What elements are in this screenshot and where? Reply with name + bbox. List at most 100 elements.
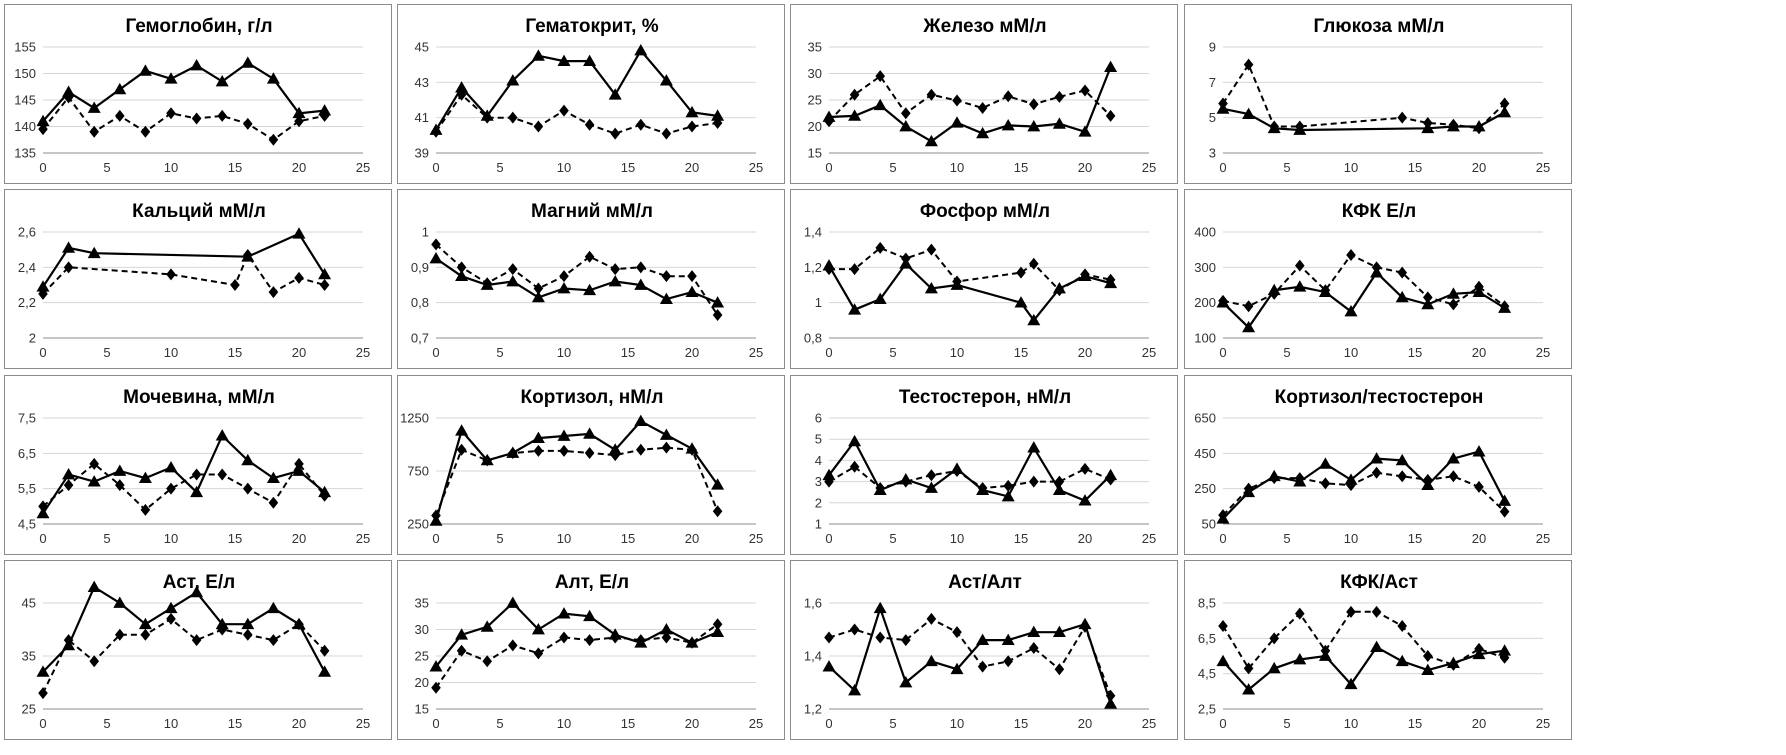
y-tick-label: 1250 [400,411,429,426]
data-point-diamond [166,107,176,120]
data-point-diamond [1371,466,1382,479]
data-point-triangle [950,662,964,675]
chart-panel: Аст, Е/л 25 35 45 0 5 10 15 20 25 [4,560,392,740]
x-tick-label: 5 [889,345,896,360]
x-tick-label: 15 [1014,345,1028,360]
data-point-triangle [1104,276,1118,289]
x-tick-label: 15 [1408,160,1422,175]
series-line-dashed [42,617,326,694]
y-tick-label: 8,5 [1198,596,1216,611]
data-point-triangle [685,105,699,118]
chart-panel: Гемоглобин, г/л 135 140 145 150 155 0 5 10 15 20 25 [4,4,392,184]
data-point-triangle [1216,102,1230,114]
data-point-diamond [1003,655,1013,668]
y-tick-label: 4 [815,453,822,468]
data-point-diamond [533,647,544,660]
chart-panel: Фосфор мМ/л 0,8 1 1,2 1,4 0 5 10 15 20 25 [790,189,1178,369]
data-point-triangle [429,660,443,672]
data-point-diamond [89,457,99,470]
data-point-diamond [1105,109,1116,122]
data-point-triangle [36,114,50,127]
y-tick-label: 1 [815,517,822,532]
data-point-triangle [1052,117,1066,129]
data-point-diamond [584,250,595,263]
y-tick-label: 3 [815,474,822,489]
y-tick-label: 50 [1202,517,1216,532]
data-point-diamond [115,479,125,492]
x-tick-label: 10 [1344,345,1358,360]
x-tick-label: 0 [1219,531,1226,546]
x-tick-label: 25 [356,531,370,546]
x-tick-label: 5 [889,716,896,731]
data-point-diamond [1397,470,1407,483]
chart-svg: Аст, Е/л 25 35 45 0 5 10 15 20 25 [22,572,371,731]
x-tick-label: 20 [1078,716,1092,731]
data-point-triangle [506,446,520,458]
data-point-diamond [191,112,202,125]
x-tick-label: 15 [621,160,635,175]
y-tick-label: 4,5 [18,517,36,532]
series-line-solid [435,257,719,304]
data-point-triangle [1421,121,1435,134]
data-point-diamond [1054,90,1065,103]
y-tick-label: 155 [14,40,36,55]
data-point-triangle [976,483,990,495]
data-point-triangle [659,428,673,440]
series-line-dashed [42,252,325,295]
x-tick-label: 5 [1283,160,1290,175]
x-tick-label: 25 [1142,160,1156,175]
x-tick-label: 10 [557,160,571,175]
data-point-triangle [215,429,229,441]
data-point-diamond [243,628,253,641]
data-point-triangle [873,292,887,305]
series-line-dashed [435,623,719,689]
data-point-diamond [1423,291,1433,304]
data-point-diamond [875,631,885,644]
x-tick-label: 10 [164,531,178,546]
data-point-triangle [1242,107,1256,120]
data-point-triangle [1267,661,1281,674]
x-tick-label: 10 [164,716,178,731]
data-point-diamond [268,286,279,299]
data-point-triangle [1318,457,1332,469]
data-point-diamond [1397,111,1407,124]
data-point-diamond [191,634,202,647]
data-point-triangle [1216,296,1230,308]
data-point-diamond [1054,663,1065,676]
y-tick-label: 5 [815,432,822,447]
data-point-diamond [1029,98,1039,111]
y-tick-label: 1,2 [804,702,822,717]
data-point-diamond [1080,84,1090,97]
data-point-triangle [899,472,913,485]
data-point-diamond [687,120,697,133]
y-tick-label: 45 [415,40,429,55]
chart-title: Глюкоза мМ/л [1313,16,1444,37]
data-point-triangle [318,665,332,677]
data-point-diamond [38,123,48,136]
data-point-triangle [557,607,571,619]
data-point-triangle [1052,625,1066,638]
x-tick-label: 20 [292,345,306,360]
y-tick-label: 140 [14,119,36,134]
y-tick-label: 4,5 [1198,666,1216,681]
chart-panel: Железо мМ/л 15 20 25 30 35 0 5 10 15 20 25 [790,4,1178,184]
data-point-diamond [1054,475,1065,488]
data-point-triangle [1014,296,1028,308]
data-point-triangle [87,246,101,259]
series-line-solid [1222,645,1505,692]
data-point-diamond [217,109,227,122]
data-point-triangle [1344,305,1358,317]
data-point-diamond [268,133,279,146]
x-tick-label: 10 [164,160,178,175]
data-point-diamond [610,127,620,140]
y-tick-label: 0,8 [804,331,822,346]
data-point-triangle [976,126,990,139]
chart-panel: КФК/Аст 2,5 4,5 6,5 8,5 0 5 10 15 20 25 [1184,560,1572,740]
data-point-triangle [531,431,545,444]
series-line-dashed [435,446,719,516]
y-tick-label: 200 [1194,295,1216,310]
data-point-triangle [318,485,332,498]
data-point-triangle [1421,297,1435,310]
data-point-diamond [926,243,937,256]
data-point-diamond [1003,479,1013,492]
